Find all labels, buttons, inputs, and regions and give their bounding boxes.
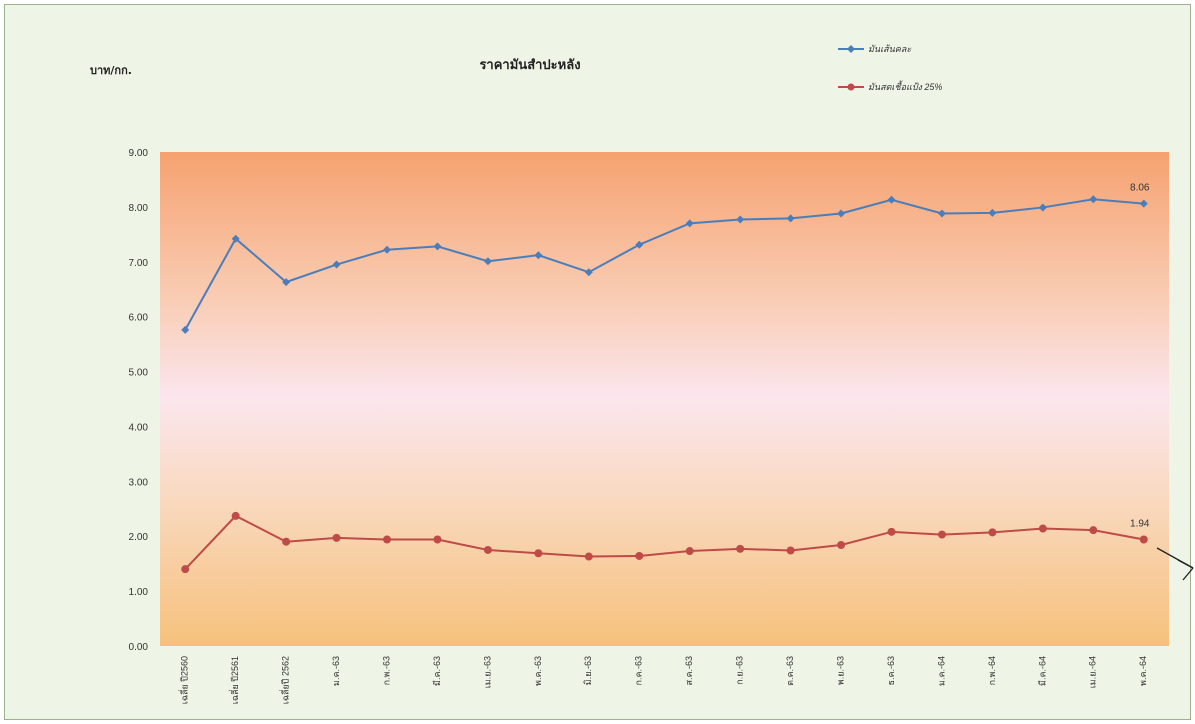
y-axis-label: บาท/กก. [90,64,132,77]
x-axis-ticks: เฉลี่ย ปี2560 เฉลี่ย ปี2561 เฉลี่ยปี 2562 ม… [178,656,1149,704]
x-tick-label: เม.ย.-63 [482,656,492,688]
x-tick-label: ต.ค.-63 [785,656,795,686]
data-point [231,511,240,520]
data-point [988,528,997,537]
data-label: 8.06 [1130,183,1150,194]
series-2: 1.94 [181,511,1150,574]
data-point [887,195,896,204]
data-point [1089,526,1098,535]
x-tick-label: ก.ย.-63 [735,656,745,685]
x-tick-label: พ.ค.-64 [1138,656,1148,686]
data-point [635,240,644,249]
plot-area [160,152,1169,646]
data-point [181,325,190,334]
data-point [786,214,795,223]
x-tick-label: มี.ค.-63 [432,656,442,686]
x-tick-label: เฉลี่ย ปี2560 [178,656,190,704]
data-point [1089,195,1098,204]
y-axis-ticks: 0.00 1.00 2.00 3.00 4.00 5.00 6.00 7.00 8.00 9.00 [129,148,149,653]
y-tick-label: 3.00 [129,477,149,488]
legend-marker [847,45,855,53]
y-tick-label: 2.00 [129,532,149,543]
y-tick-label: 0.00 [129,642,149,653]
x-tick-label: ธ.ค.-63 [886,656,896,686]
x-tick-label: ม.ค.-64 [936,656,946,686]
series-group: 8.06 1.94 [181,183,1150,574]
data-point [837,541,846,550]
data-point [685,547,694,556]
legend-label: มันเส้นคละ [868,44,912,54]
data-point [383,535,392,544]
data-point [231,234,240,243]
series-1: 8.06 [181,183,1150,334]
x-tick-label: ก.ค.-63 [634,656,644,685]
data-point [534,549,543,558]
data-label: 1.94 [1130,519,1150,530]
x-tick-label: เฉลี่ย ปี2561 [228,656,240,704]
data-point [332,260,341,269]
x-tick-label: มี.ค.-64 [1037,656,1047,686]
data-point [937,209,946,218]
data-point [887,527,896,536]
data-point [786,546,795,555]
x-tick-label: ก.พ.-64 [987,656,997,685]
data-point [736,544,745,553]
data-point [383,245,392,254]
data-point [1038,524,1047,533]
x-tick-label: มิ.ย.-63 [583,656,593,685]
data-point [282,537,291,546]
data-point [736,215,745,224]
annotation [1156,547,1194,581]
y-tick-label: 4.00 [129,422,149,433]
data-point [837,209,846,218]
x-tick-label: เฉลี่ยปี 2562 [279,656,291,704]
data-point [1139,199,1148,208]
data-point [937,530,946,539]
data-point [181,565,190,574]
data-point [332,533,341,542]
data-point [635,551,644,560]
data-point [433,535,442,544]
y-tick-label: 8.00 [129,203,149,214]
x-tick-label: ก.พ.-63 [381,656,391,685]
x-tick-label: ม.ค.-63 [331,656,341,686]
x-tick-label: พ.ค.-63 [533,656,543,686]
data-point [685,219,694,228]
data-point [433,242,442,251]
data-point [483,257,492,266]
data-point [282,278,291,287]
y-tick-label: 5.00 [129,368,149,379]
legend-marker [847,83,855,91]
series-line [184,198,1144,331]
y-tick-label: 9.00 [129,148,149,159]
y-tick-label: 1.00 [129,587,149,598]
x-tick-label: ส.ค.-63 [684,656,694,686]
data-point [988,208,997,217]
legend-label: มันสดเชื้อแป้ง 25% [868,80,942,92]
data-point [584,268,593,277]
y-tick-label: 6.00 [129,313,149,324]
data-point [1038,203,1047,212]
data-point [584,552,593,561]
x-tick-label: พ.ย.-63 [835,656,845,685]
chart-title: ราคามันสำปะหลัง [479,57,580,73]
series-line [184,514,1144,570]
x-tick-label: เม.ย.-64 [1088,656,1098,688]
data-point [1139,535,1148,544]
data-point [534,251,543,260]
data-point [483,545,492,554]
y-tick-label: 7.00 [129,258,149,269]
